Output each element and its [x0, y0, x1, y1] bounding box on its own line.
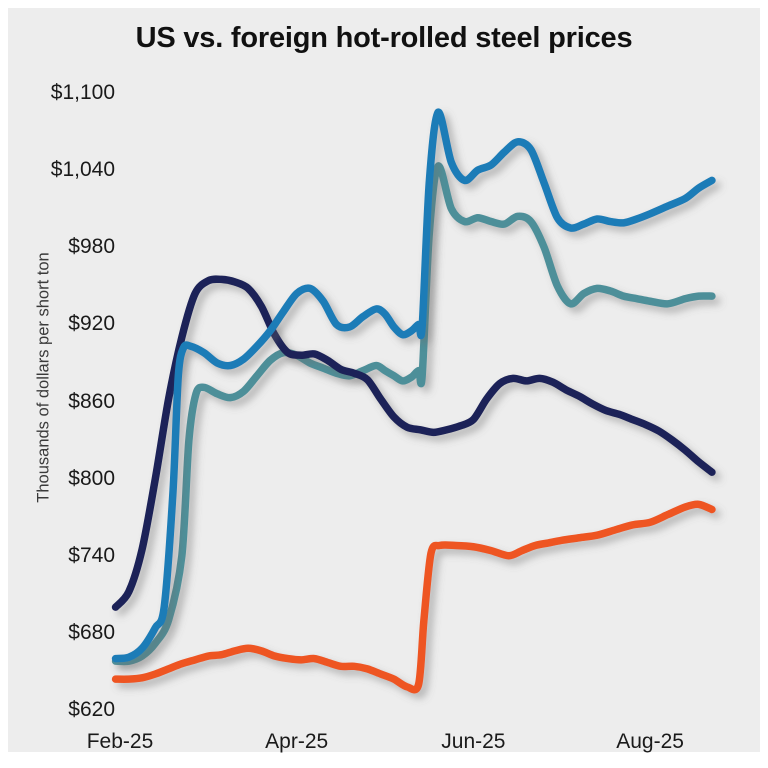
- y-tick-label: $980: [68, 235, 115, 259]
- series-line-teal: [111, 162, 716, 666]
- y-tick-label: $800: [68, 466, 115, 490]
- plot-background: [8, 8, 760, 752]
- y-axis-ticks: $1,100 $1,040 $980 $920 $860 $800 $740 $680 $620: [0, 0, 115, 768]
- series-line-orange: [111, 500, 716, 694]
- x-tick-label: Feb-25: [86, 730, 154, 753]
- y-tick-label: $1,040: [50, 158, 115, 182]
- y-tick-label: $620: [68, 698, 115, 721]
- y-tick-label: $680: [68, 620, 115, 644]
- series-line-blue: [111, 108, 716, 663]
- series-group: [111, 108, 716, 694]
- series-line-navy: [111, 275, 716, 611]
- y-tick-label: $860: [68, 389, 115, 413]
- y-tick-label: $740: [68, 543, 115, 567]
- chart-title: US vs. foreign hot-rolled steel prices: [135, 22, 633, 54]
- x-tick-label: Apr-25: [265, 730, 329, 753]
- x-tick-label: Jun-25: [441, 730, 506, 753]
- y-tick-label: $920: [68, 312, 115, 336]
- y-tick-label: $1,100: [50, 81, 115, 104]
- x-tick-label: Aug-25: [616, 730, 684, 753]
